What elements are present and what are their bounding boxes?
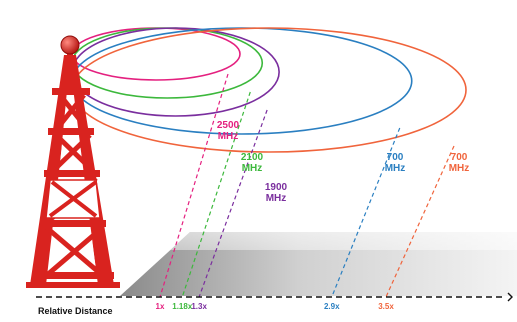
freq-value-1: 2100 [241,152,264,163]
freq-value-4: 700 [451,152,468,163]
multiplier-2: 1.3x [191,302,207,311]
coverage-ellipse-2 [71,27,280,117]
freq-unit-0: MHz [218,131,239,142]
drop-line-3 [331,127,401,298]
freq-unit-1: MHz [242,163,263,174]
drop-line-1 [181,91,251,298]
tower-icon [26,35,120,288]
coverage-ellipse-3 [71,27,413,135]
multiplier-0: 1x [156,302,165,311]
freq-value-2: 1900 [265,182,288,193]
multiplier-3: 2.9x [324,302,340,311]
ground-plane [120,232,517,296]
freq-value-3: 700 [387,152,404,163]
coverage-ellipses [71,27,467,153]
coverage-ellipse-1 [71,27,264,99]
freq-value-0: 2500 [217,120,240,131]
axis-label: Relative Distance [38,306,113,316]
drop-line-0 [159,73,229,298]
multiplier-4: 3.5x [378,302,394,311]
freq-unit-4: MHz [449,163,470,174]
freq-unit-3: MHz [385,163,406,174]
freq-unit-2: MHz [266,193,287,204]
multiplier-labels: 1x 1.18x 1.3x 2.9x 3.5x [156,302,395,311]
distance-axis [36,292,513,302]
drop-lines [159,73,455,298]
multiplier-1: 1.18x [172,302,193,311]
drop-line-2 [198,109,268,298]
